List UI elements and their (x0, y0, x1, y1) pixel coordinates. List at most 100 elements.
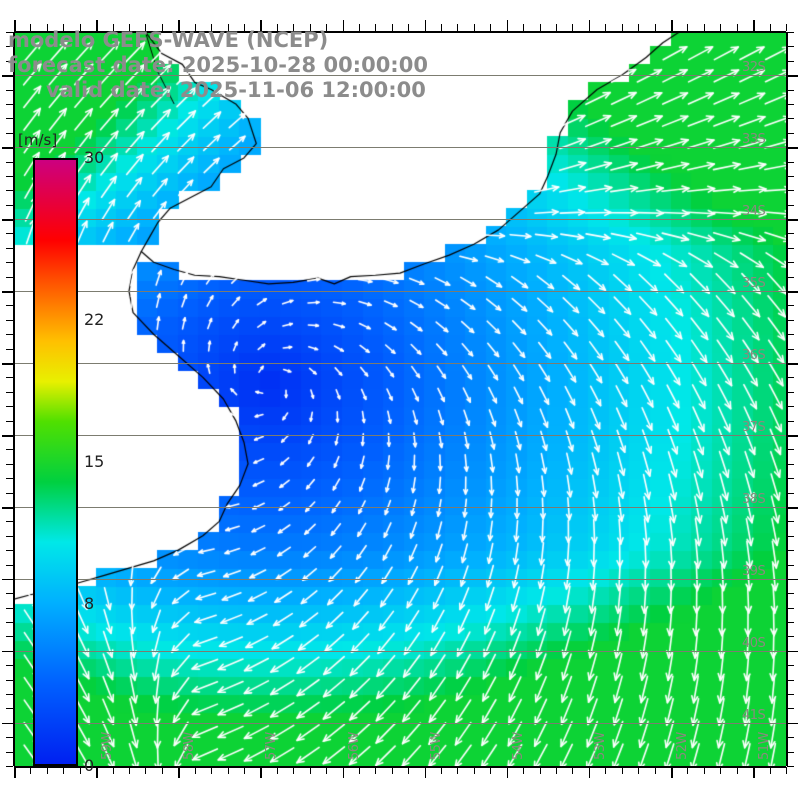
tick-lon (687, 767, 689, 774)
tick-lat (787, 319, 794, 321)
tick-lon-top (523, 24, 525, 31)
grid-parallel (14, 291, 786, 292)
tick-lat-left (6, 60, 13, 62)
tick-lat (787, 737, 794, 739)
tick-lon (769, 767, 771, 774)
tick-lat (787, 478, 794, 480)
tick-lon (227, 767, 229, 774)
tick-lon-top (326, 24, 328, 31)
colorbar[interactable] (33, 158, 78, 766)
tick-lon-top (621, 24, 623, 31)
tick-lat (787, 363, 798, 365)
colorbar-tick-0: 0 (84, 756, 95, 775)
tick-lat (787, 521, 794, 523)
tick-lat-left (6, 636, 13, 638)
tick-lon (14, 767, 16, 778)
tick-lon (539, 767, 541, 774)
tick-lon (194, 767, 196, 774)
tick-lat (787, 550, 794, 552)
tick-lon (523, 767, 525, 774)
tick-lat-left (6, 665, 13, 667)
tick-lat (787, 377, 794, 379)
tick-lat (787, 247, 794, 249)
tick-lon-top (424, 20, 427, 31)
tick-lat (787, 175, 794, 177)
tick-lat-left (6, 89, 13, 91)
tick-lat-left (6, 46, 13, 48)
tick-lat (787, 334, 794, 336)
tick-lat (787, 190, 794, 192)
tick-lat (787, 694, 794, 696)
tick-lat (787, 219, 798, 221)
tick-lon (30, 767, 32, 774)
tick-lat-left (6, 550, 13, 552)
tick-lon (654, 767, 656, 774)
tick-lat-left (2, 147, 13, 149)
grid-parallel (14, 363, 786, 364)
tick-lat (787, 75, 798, 77)
lat-label-35S: 35S (742, 276, 766, 292)
tick-lat (787, 593, 794, 595)
tick-lon-top (46, 24, 48, 31)
tick-lat-left (6, 247, 13, 249)
tick-lat (787, 161, 794, 163)
tick-lon-top (408, 24, 410, 31)
tick-lat-left (6, 622, 13, 624)
tick-lat (787, 434, 798, 437)
tick-lat (787, 89, 794, 91)
tick-lat (787, 766, 794, 767)
grid-parallel (14, 147, 786, 148)
tick-lat-left (6, 521, 13, 523)
lon-label-51W: 51W (757, 732, 773, 760)
title-block: modelo GEFS-WAVE (NCEP) forecast date: 2… (0, 28, 520, 103)
tick-lat-left (6, 449, 13, 451)
grid-parallel (14, 723, 786, 724)
tick-lon-top (145, 24, 147, 31)
tick-lat (787, 233, 794, 235)
tick-lat-left (6, 190, 13, 192)
tick-lat-left (6, 751, 13, 753)
tick-lon (703, 767, 705, 774)
tick-lon (605, 767, 607, 774)
colorbar-tick-30: 30 (84, 148, 105, 167)
tick-lon-top (79, 24, 81, 31)
tick-lon (326, 767, 328, 774)
tick-lat-left (6, 103, 13, 105)
lon-label-56W: 56W (346, 732, 362, 760)
tick-lat-left (6, 161, 13, 163)
tick-lon (588, 767, 591, 778)
tick-lat (787, 262, 794, 264)
tick-lon (473, 767, 475, 774)
lat-label-39S: 39S (742, 563, 766, 579)
tick-lat-left (6, 262, 13, 264)
tick-lon-top (671, 20, 673, 31)
tick-lon-top (572, 24, 574, 31)
tick-lon (424, 767, 427, 778)
colorbar-gradient (33, 158, 78, 766)
tick-lon-top (293, 24, 295, 31)
tick-lat-left (2, 75, 13, 77)
tick-lat (787, 449, 794, 451)
forecast-date: forecast date: 2025-10-28 00:00:00 (8, 53, 428, 77)
tick-lat (787, 492, 794, 494)
map-plot-area[interactable] (14, 32, 786, 766)
grid-parallel (14, 435, 786, 436)
tick-lon (457, 767, 459, 774)
lon-label-58W: 58W (182, 732, 198, 760)
tick-lat-left (2, 722, 13, 725)
tick-lat (787, 46, 794, 48)
tick-lon-top (638, 24, 640, 31)
tick-lon (786, 767, 787, 774)
grid-parallel (14, 219, 786, 220)
tick-lon (260, 767, 262, 778)
tick-lon-top (588, 20, 591, 31)
tick-lon-top (736, 24, 738, 31)
tick-lat (787, 118, 794, 120)
tick-lon (441, 767, 443, 774)
tick-lon (358, 767, 360, 774)
tick-lat (787, 204, 794, 206)
tick-lat-left (6, 377, 13, 379)
wind-direction-arrows (14, 32, 786, 766)
tick-lat (787, 147, 798, 149)
tick-lon-top (391, 24, 393, 31)
